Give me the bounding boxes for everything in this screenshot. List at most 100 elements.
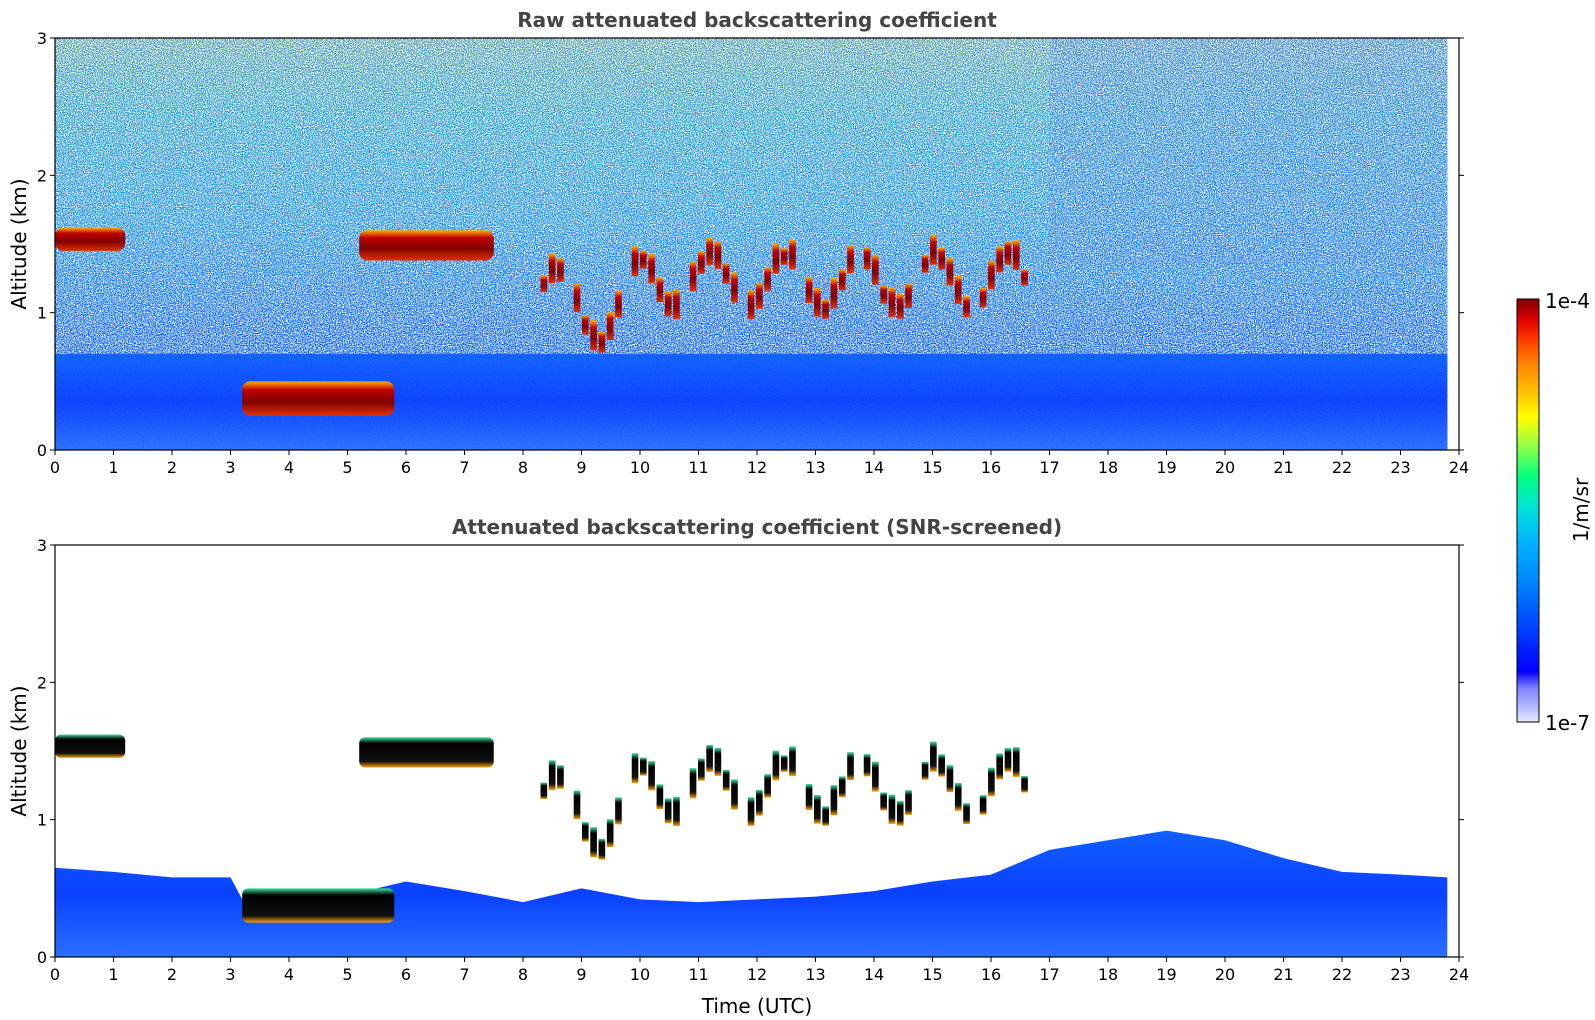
broken-cloud-segment: [847, 752, 854, 781]
broken-cloud-segment: [921, 254, 929, 273]
broken-cloud-segment: [1004, 241, 1012, 265]
x-tick-label: 16: [981, 458, 1001, 477]
broken-cloud-segment: [888, 287, 896, 317]
broken-cloud-segment: [996, 246, 1003, 273]
colorbar-unit-label: 1/m/sr: [1569, 477, 1593, 542]
broken-cloud-segment: [1021, 776, 1028, 793]
broken-cloud-segment: [756, 282, 763, 309]
x-tick-label: 11: [688, 965, 708, 984]
broken-cloud-segment: [979, 795, 987, 815]
cloud-layer: [55, 734, 126, 758]
colorbar: 1e-4 1e-7 1/m/sr: [1516, 289, 1593, 735]
broken-cloud-segment: [805, 784, 813, 810]
y-tick-label: 2: [37, 166, 47, 185]
broken-cloud-segment: [689, 261, 697, 292]
broken-cloud-segment: [648, 254, 655, 284]
broken-cloud-segment: [640, 250, 647, 269]
colorbar-gradient: [1516, 298, 1540, 723]
broken-cloud-segment: [590, 320, 597, 351]
x-tick-label: 8: [518, 965, 528, 984]
broken-cloud-segment: [548, 253, 556, 284]
x-tick-label: 24: [1449, 965, 1469, 984]
broken-cloud-segment: [648, 761, 655, 791]
x-tick-label: 14: [864, 965, 884, 984]
snr-heatmap: [55, 734, 1448, 957]
broken-cloud-segment: [581, 822, 589, 842]
broken-cloud-segment: [673, 796, 680, 826]
x-tick-label: 21: [1273, 965, 1293, 984]
broken-cloud-segment: [847, 245, 854, 274]
broken-cloud-segment: [706, 744, 713, 772]
broken-cloud-segment: [805, 277, 813, 303]
broken-cloud-segment: [863, 754, 871, 777]
x-tick-label: 12: [747, 458, 767, 477]
broken-cloud-segment: [789, 746, 796, 777]
broken-cloud-segment: [689, 768, 697, 799]
broken-cloud-segment: [880, 792, 887, 811]
x-tick-label: 8: [518, 458, 528, 477]
broken-cloud-segment: [938, 754, 945, 777]
broken-cloud-segment: [946, 258, 954, 286]
broken-cloud-segment: [706, 237, 713, 265]
x-tick-label: 18: [1098, 458, 1118, 477]
cloud-layer: [359, 230, 494, 261]
y-tick-label: 3: [37, 536, 47, 555]
broken-cloud-segment: [698, 758, 705, 781]
broken-cloud-segment: [996, 753, 1003, 780]
x-axis-label: Time (UTC): [701, 994, 813, 1018]
broken-cloud-segment: [664, 798, 672, 824]
broken-cloud-segment: [573, 790, 581, 820]
broken-cloud-segment: [714, 747, 722, 776]
broken-cloud-segment: [722, 769, 730, 791]
broken-cloud-segment: [888, 794, 896, 824]
snr-panel-title: Attenuated backscattering coefficient (S…: [452, 515, 1062, 539]
broken-cloud-segment: [830, 785, 838, 816]
y-tick-label: 3: [37, 29, 47, 48]
x-tick-label: 18: [1098, 965, 1118, 984]
x-tick-label: 3: [225, 965, 235, 984]
x-tick-label: 17: [1039, 965, 1059, 984]
broken-cloud-segment: [814, 795, 821, 824]
broken-cloud-segment: [656, 277, 664, 303]
x-tick-label: 14: [864, 458, 884, 477]
broken-cloud-segment: [930, 234, 937, 265]
cloud-layer: [242, 888, 395, 923]
x-tick-label: 17: [1039, 458, 1059, 477]
broken-cloud-segment: [764, 774, 771, 798]
broken-cloud-segment: [954, 275, 962, 304]
broken-cloud-segment: [872, 761, 879, 792]
x-tick-label: 5: [342, 965, 352, 984]
broken-cloud-segment: [772, 243, 780, 274]
broken-cloud-segment: [557, 765, 564, 789]
broken-cloud-segment: [573, 283, 581, 313]
x-tick-label: 19: [1156, 458, 1176, 477]
x-tick-label: 20: [1215, 965, 1235, 984]
x-tick-label: 16: [981, 965, 1001, 984]
broken-cloud-segment: [938, 247, 945, 270]
x-tick-label: 4: [284, 965, 294, 984]
broken-cloud-segment: [548, 760, 556, 791]
raw-y-axis-label: Altitude (km): [7, 178, 31, 309]
x-tick-label: 21: [1273, 458, 1293, 477]
broken-cloud-segment: [698, 251, 705, 274]
broken-cloud-segment: [1021, 269, 1028, 286]
x-tick-label: 9: [576, 965, 586, 984]
x-tick-label: 24: [1449, 458, 1469, 477]
broken-cloud-segment: [830, 278, 838, 309]
broken-cloud-segment: [780, 248, 788, 265]
broken-cloud-segment: [905, 283, 912, 308]
broken-cloud-segment: [722, 262, 730, 284]
x-tick-label: 6: [401, 965, 411, 984]
x-tick-label: 13: [805, 458, 825, 477]
broken-cloud-segment: [954, 782, 962, 811]
x-tick-label: 4: [284, 458, 294, 477]
colorbar-max-label: 1e-4: [1545, 289, 1590, 313]
cloud-layer: [55, 227, 126, 251]
broken-cloud-segment: [731, 779, 738, 810]
broken-cloud-segment: [631, 753, 639, 784]
x-tick-label: 7: [459, 965, 469, 984]
x-tick-label: 3: [225, 458, 235, 477]
raw-backscatter-panel: 0 1 2 3 4 5 6 7 8 9 10 11 12 13 14 15 16 17 18 19 20 21 22 23 24…: [7, 8, 1469, 477]
broken-cloud-segment: [598, 838, 606, 860]
